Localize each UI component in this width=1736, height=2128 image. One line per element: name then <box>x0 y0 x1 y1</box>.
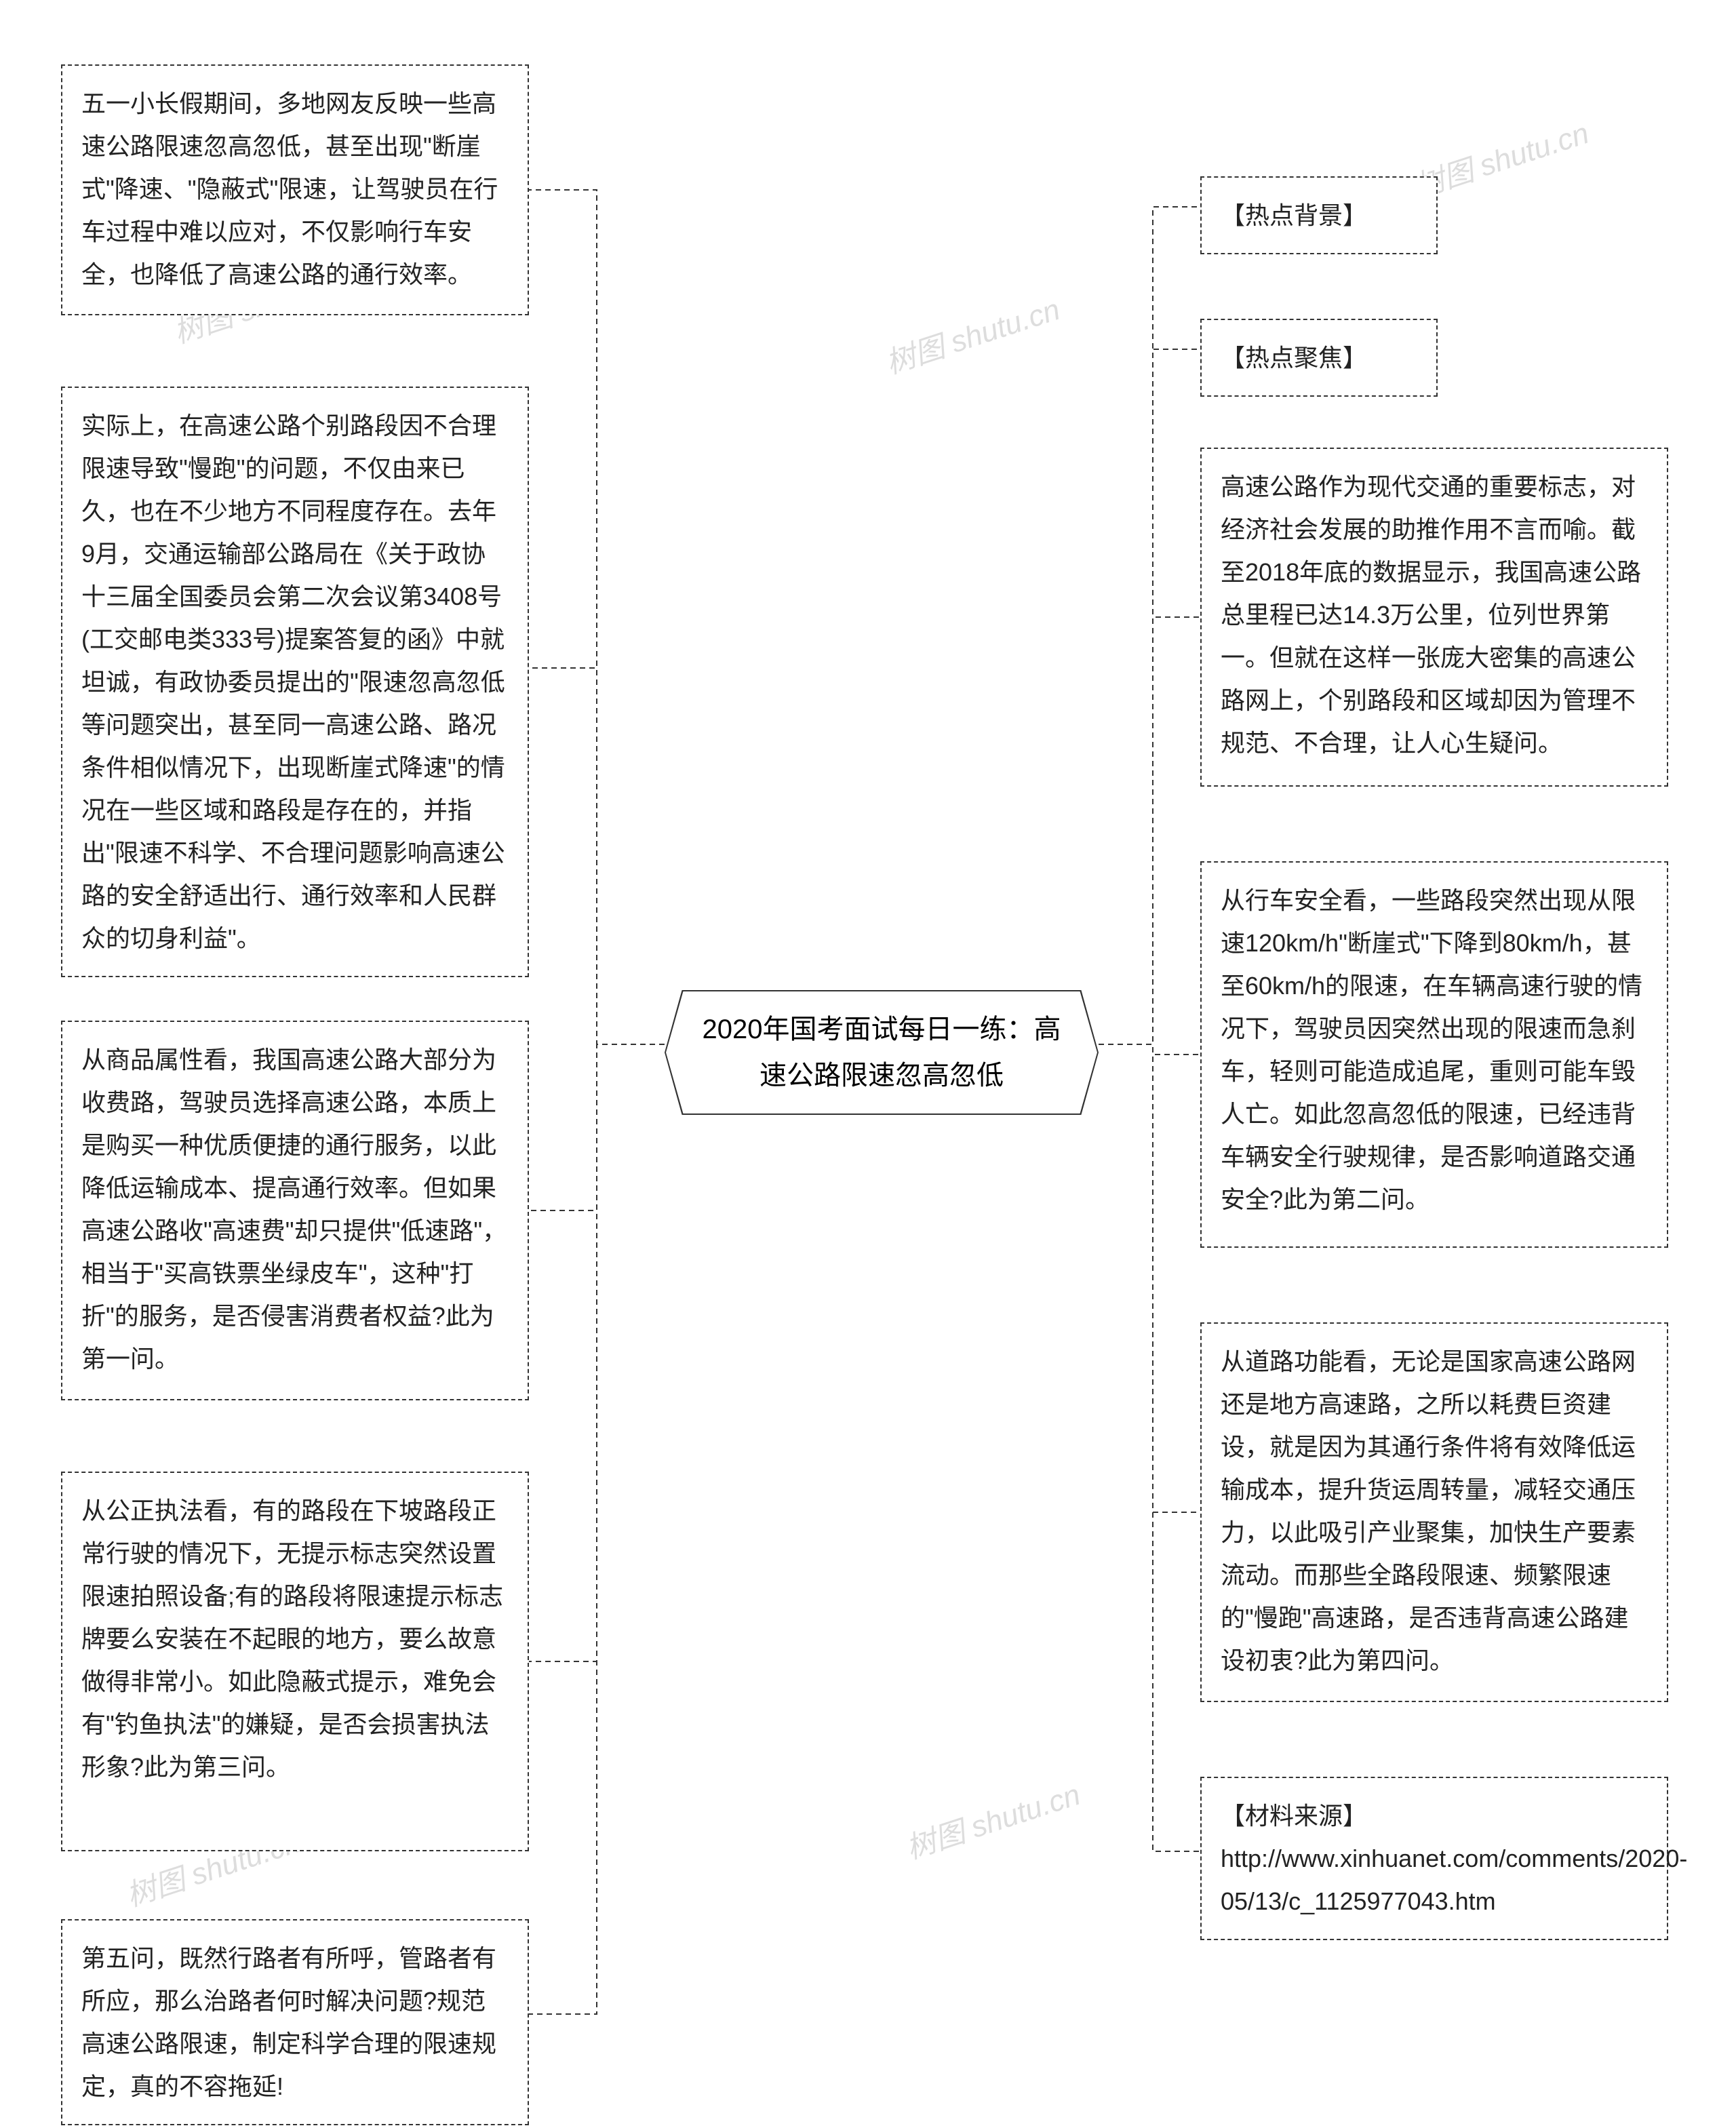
node-text: 从商品属性看，我国高速公路大部分为收费路，驾驶员选择高速公路，本质上是购买一种优… <box>81 1046 507 1373</box>
node-text: 【热点聚焦】 <box>1221 344 1367 372</box>
mindmap-node-R2[interactable]: 【热点聚焦】 <box>1200 319 1438 397</box>
node-text: 从公正执法看，有的路段在下坡路段正常行驶的情况下，无提示标志突然设置限速拍照设备… <box>81 1497 503 1781</box>
node-text: 高速公路作为现代交通的重要标志，对经济社会发展的助推作用不言而喻。截至2018年… <box>1221 473 1641 757</box>
mindmap-node-R6[interactable]: 【材料来源】http://www.xinhuanet.com/comments/… <box>1200 1777 1668 1940</box>
mindmap-node-L3[interactable]: 从商品属性看，我国高速公路大部分为收费路，驾驶员选择高速公路，本质上是购买一种优… <box>61 1021 529 1400</box>
mindmap-node-R4[interactable]: 从行车安全看，一些路段突然出现从限速120km/h"断崖式"下降到80km/h，… <box>1200 861 1668 1248</box>
node-text: 【热点背景】 <box>1221 201 1367 229</box>
mindmap-node-L1[interactable]: 五一小长假期间，多地网友反映一些高速公路限速忽高忽低，甚至出现"断崖式"降速、"… <box>61 64 529 315</box>
mindmap-node-R5[interactable]: 从道路功能看，无论是国家高速公路网还是地方高速路，之所以耗费巨资建设，就是因为其… <box>1200 1322 1668 1702</box>
mindmap-node-R3[interactable]: 高速公路作为现代交通的重要标志，对经济社会发展的助推作用不言而喻。截至2018年… <box>1200 448 1668 787</box>
node-text: 从道路功能看，无论是国家高速公路网还是地方高速路，之所以耗费巨资建设，就是因为其… <box>1221 1347 1636 1674</box>
mindmap-canvas: 2020年国考面试每日一练：高速公路限速忽高忽低 五一小长假期间，多地网友反映一… <box>0 0 1736 2128</box>
node-text: 从行车安全看，一些路段突然出现从限速120km/h"断崖式"下降到80km/h，… <box>1221 886 1642 1213</box>
node-text: 五一小长假期间，多地网友反映一些高速公路限速忽高忽低，甚至出现"断崖式"降速、"… <box>81 90 498 288</box>
mindmap-node-R1[interactable]: 【热点背景】 <box>1200 176 1438 254</box>
center-node-label: 2020年国考面试每日一练：高速公路限速忽高忽低 <box>666 991 1097 1114</box>
center-node[interactable]: 2020年国考面试每日一练：高速公路限速忽高忽低 <box>665 990 1099 1115</box>
mindmap-node-L5[interactable]: 第五问，既然行路者有所呼，管路者有所应，那么治路者何时解决问题?规范高速公路限速… <box>61 1919 529 2125</box>
node-text: 实际上，在高速公路个别路段因不合理限速导致"慢跑"的问题，不仅由来已久，也在不少… <box>81 412 505 952</box>
node-text: 【材料来源】http://www.xinhuanet.com/comments/… <box>1221 1802 1687 1915</box>
node-text: 第五问，既然行路者有所呼，管路者有所应，那么治路者何时解决问题?规范高速公路限速… <box>81 1944 496 2100</box>
mindmap-node-L2[interactable]: 实际上，在高速公路个别路段因不合理限速导致"慢跑"的问题，不仅由来已久，也在不少… <box>61 387 529 977</box>
mindmap-node-L4[interactable]: 从公正执法看，有的路段在下坡路段正常行驶的情况下，无提示标志突然设置限速拍照设备… <box>61 1472 529 1851</box>
